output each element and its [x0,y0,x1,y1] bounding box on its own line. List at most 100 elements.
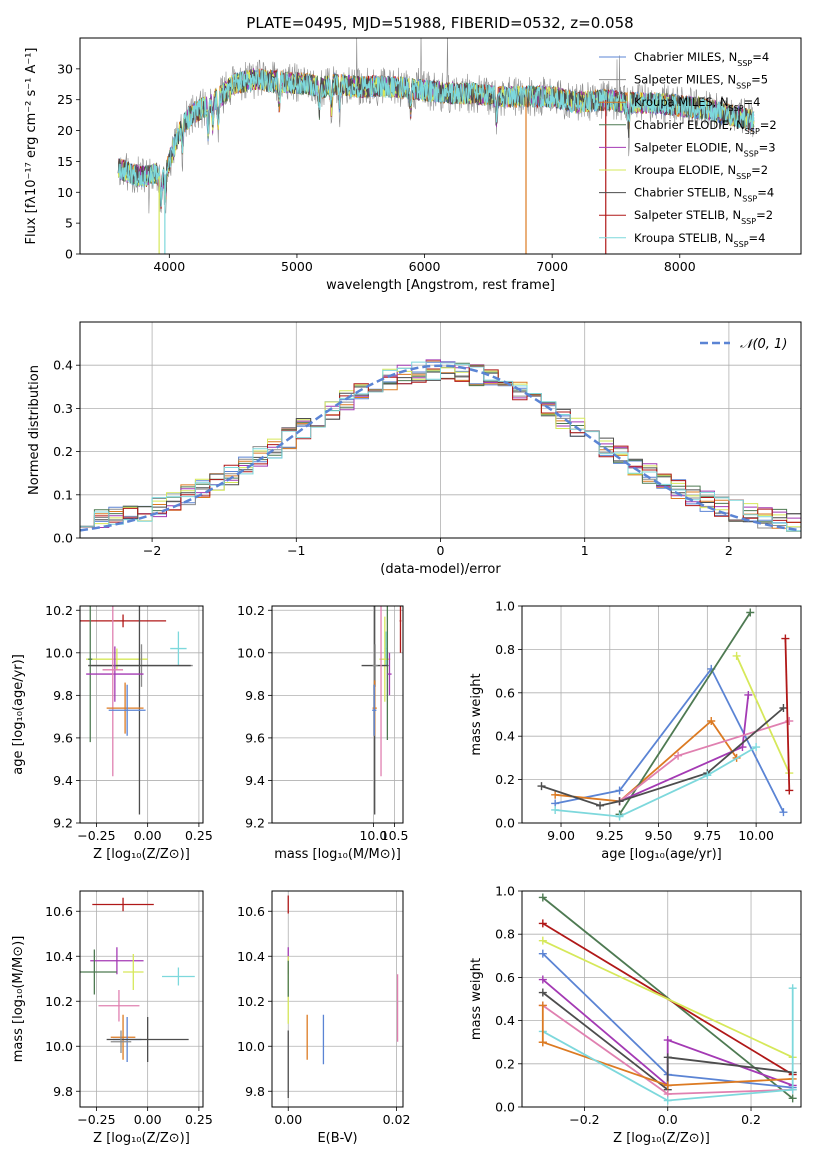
y-tick-label: 0 [65,247,73,262]
y-tick-label: 10.2 [237,994,265,1009]
x-tick-label: 0.25 [185,828,213,843]
y-tick-label: 0.8 [495,642,515,657]
x-tick-label: 9.25 [596,828,624,843]
weight-marker [551,790,560,799]
y-tick-label: 10.4 [237,949,265,964]
x-tick-label: 5000 [281,259,313,274]
x-tick-label: 9.50 [645,828,673,843]
weight-marker [746,608,755,617]
y-tick-label: 10.0 [45,645,73,660]
x-axis-label: mass [log₁₀(M/M⊙)] [274,847,401,862]
panel-age_vs_Z: −0.25 0.00 0.25 9.2 9.4 9.6 9.8 10.0 10.2 Z [log₁… [11,603,213,862]
legend-label: Salpeter MILES, NSSP=5 [634,73,768,91]
y-tick-label: 9.4 [245,773,265,788]
spectrum-line-chabrier_stelib [117,69,755,206]
x-axis-label: Z [log₁₀(Z/Z⊙)] [93,1131,190,1146]
y-axis-label: mass weight [469,673,484,755]
y-axis-label: age [log₁₀(age/yr)] [11,654,26,775]
weight-line-kroupa_elodie [735,655,791,774]
y-tick-label: 0.4 [495,729,515,744]
weight-marker [551,805,560,814]
x-tick-label: 0.00 [134,1112,162,1127]
y-tick-label: 10.2 [45,994,73,1009]
panel-spectrum: 4000 5000 6000 7000 8000 0 5 10 15 20 25 30 waveleng… [24,37,802,293]
y-axis-label: Normed distribution [27,365,42,495]
y-tick-label: 9.8 [53,1084,73,1099]
x-axis-label: wavelength [Angstrom, rest frame] [326,278,555,293]
weight-marker [538,919,547,928]
weight-marker [781,634,790,643]
y-tick-label: 10.4 [45,949,73,964]
legend-label: Salpeter ELODIE, NSSP=3 [634,140,776,158]
y-axis-label: mass [log₁₀(M/M⊙)] [11,936,26,1063]
axes-frame [271,890,404,1108]
weight-marker [538,949,547,958]
panel-mass_vs_ebv: 0.00 0.02 9.8 10.0 10.2 10.4 10.6 E(B-V) [237,890,410,1146]
y-tick-label: 25 [57,92,73,107]
y-tick-label: 0.0 [495,1100,515,1115]
y-tick-label: 5 [65,216,73,231]
weight-marker [663,1053,672,1062]
y-tick-label: 0.4 [495,1013,515,1028]
weight-marker [663,1081,672,1090]
axes-frame [79,321,802,539]
y-tick-label: 0.3 [53,401,73,416]
panel-weight_vs_age: 9.00 9.25 9.50 9.75 10.00 0.0 0.2 0.4 0.6 0.8 1.0 a… [469,599,802,862]
y-tick-label: 1.0 [495,884,515,899]
weight-line-salpeter_stelib [784,638,791,791]
weight-marker [788,1094,797,1103]
y-tick-label: 9.4 [53,773,73,788]
y-tick-label: 9.2 [245,816,265,831]
weight-line-chabrier_stelib [541,707,784,807]
weight-line-chabrier_miles [555,667,785,813]
spectrum-legend: Chabrier MILES, NSSP=4 Salpeter MILES, NS… [599,50,777,248]
weight-marker [788,1085,797,1094]
x-tick-label: 10.5 [381,828,409,843]
axes-frame [79,890,204,1108]
x-axis-label: E(B-V) [317,1131,357,1146]
legend-label: Kroupa ELODIE, NSSP=2 [634,163,768,181]
hist-series-kroupa_stelib [80,361,801,532]
y-axis-label: mass weight [469,958,484,1040]
x-tick-label: 0.0 [658,1112,678,1127]
weight-line-kroupa_elodie [542,939,794,1059]
weight-marker [744,690,753,699]
y-tick-label: 20 [57,123,73,138]
x-tick-label: 2 [725,543,733,558]
y-tick-label: 10.0 [45,1039,73,1054]
axes-frame [271,605,404,824]
y-tick-label: 1.0 [495,599,515,614]
x-tick-label: 8000 [664,259,696,274]
x-tick-label: 1 [581,543,589,558]
y-tick-label: 9.6 [53,730,73,745]
axes-frame [521,605,802,824]
legend-label: Chabrier MILES, NSSP=4 [634,50,769,68]
y-tick-label: 10 [57,185,73,200]
weight-marker [779,703,788,712]
panel-residual_hist: −2 −1 0 1 2 0.0 0.1 0.2 0.3 0.4 (data-model)/error… [27,321,802,577]
y-tick-label: 0.2 [495,772,515,787]
weight-marker [538,936,547,945]
y-tick-label: 10.6 [237,904,265,919]
y-tick-label: 0.1 [53,487,73,502]
y-tick-label: 9.8 [53,688,73,703]
x-axis-label: Z [log₁₀(Z/Z⊙)] [613,1131,710,1146]
y-tick-label: 0.6 [495,970,515,985]
y-tick-label: 9.8 [245,1084,265,1099]
weight-marker [538,975,547,984]
weight-line-kroupa_stelib [542,988,794,1102]
weight-marker [785,717,794,726]
x-tick-label: 0.00 [274,1112,302,1127]
y-tick-label: 10.0 [237,1039,265,1054]
axes-frame [79,37,802,255]
x-axis-label: age [log₁₀(age/yr)] [601,847,722,862]
x-tick-label: 0.25 [185,1112,213,1127]
x-axis-label: (data-model)/error [380,562,501,577]
y-tick-label: 9.2 [53,816,73,831]
legend-label: Kroupa STELIB, NSSP=4 [634,231,765,249]
y-tick-label: 15 [57,154,73,169]
y-tick-label: 0.0 [495,816,515,831]
x-tick-label: 0.00 [134,828,162,843]
x-tick-label: 9.75 [693,828,721,843]
